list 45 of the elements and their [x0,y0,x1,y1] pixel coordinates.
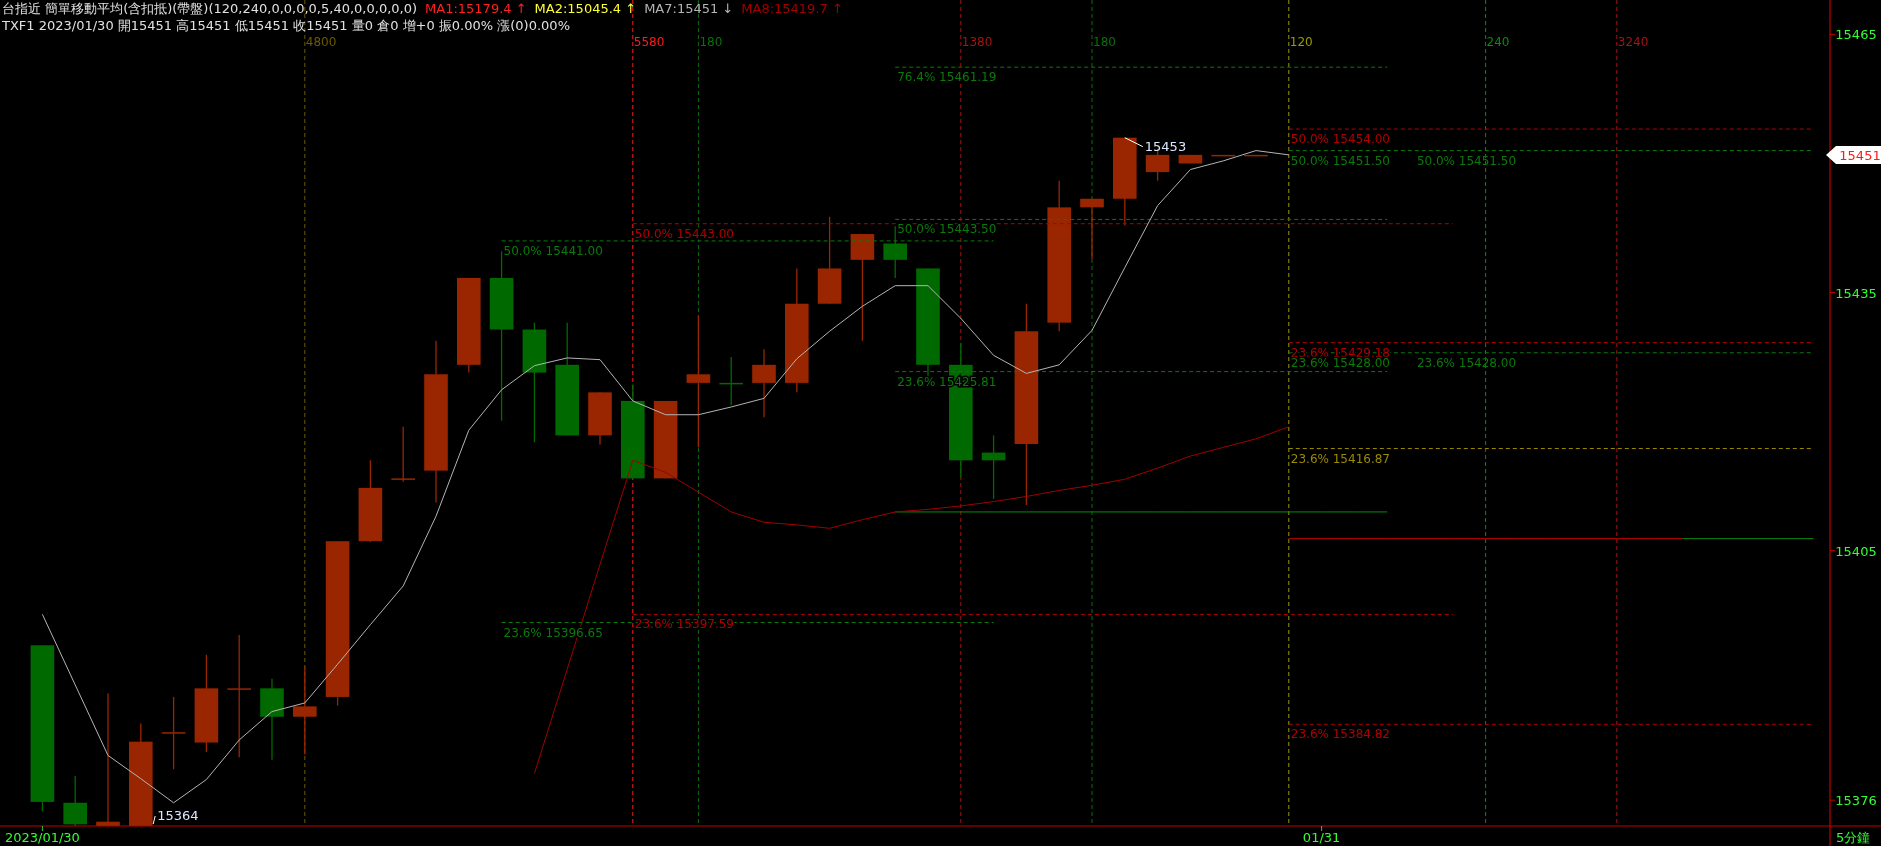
series-label: 76.4% 15461.19 [897,70,997,85]
candlestick [63,775,88,826]
x-axis-title: 5分鐘 [1836,830,1871,845]
annotation: MA2:15045.4 ↑ [534,1,637,16]
annotation: 15364 [157,808,199,823]
annotation: 15453 [1144,138,1187,154]
series-label: 50.0% 15443.00 [634,226,734,241]
annotation: 180 [1093,35,1116,49]
x-tick-label: 2023/01/30 [4,830,80,845]
text: TXF1 2023/01/30 開15451 高15451 低15451 收15451 量0 倉0 增+0 振0.00% 漲(0)0.00% [1,18,570,33]
annotation: MA1:15179.4 ↑ [425,1,527,16]
text: MA8:15419.7 ↑ [741,1,843,16]
candlestick [227,634,252,758]
annotation: 23.6% 15428.00 [1416,355,1517,370]
series-label: 23.6% 15397.59 [634,617,734,632]
candlestick [686,315,711,449]
candlestick [292,666,317,756]
series-label: 50.0% 15451.50 [1290,153,1390,168]
series-label: 23.6% 15384.82 [1290,727,1390,742]
series-label: 23.6% 15428.00 [1290,355,1390,370]
x-tick-label: 01/31 [1302,830,1341,845]
annotation: 3240 [1617,35,1649,49]
annotation: 4800 [305,35,337,49]
text: MA7:15451 ↓ [644,1,734,16]
annotation: 1380 [961,35,993,49]
annotation: 50.0% 15451.50 [1416,153,1517,168]
series-label: 23.6% 15416.87 [1290,451,1390,466]
series-label: 50.0% 15441.00 [503,243,603,258]
y-tick-label: 15465 [1835,27,1877,43]
candlestick [391,426,416,483]
chart-title: 台指近 簡單移動平均(含扣抵)(帶盤)(120,240,0,0,0,0,5,40,0,0,0,0,0) [2,1,418,16]
annotation: 240 [1486,35,1510,49]
y-tick-label: 15376 [1835,793,1877,809]
y-tick-label: 15435 [1835,285,1877,301]
annotation: 180 [699,35,723,49]
line-series [41,150,1290,804]
candlestick [752,348,776,418]
text: 15451 [1839,147,1881,163]
annotation: 5580 [633,35,665,49]
candlestick [1080,198,1104,260]
candlestick [161,696,186,770]
series-label: 50.0% 15443.50 [897,222,997,237]
annotation: 120 [1289,35,1313,49]
series-label: 50.0% 15454.00 [1290,132,1390,147]
y-tick-label: 15405 [1835,543,1877,559]
